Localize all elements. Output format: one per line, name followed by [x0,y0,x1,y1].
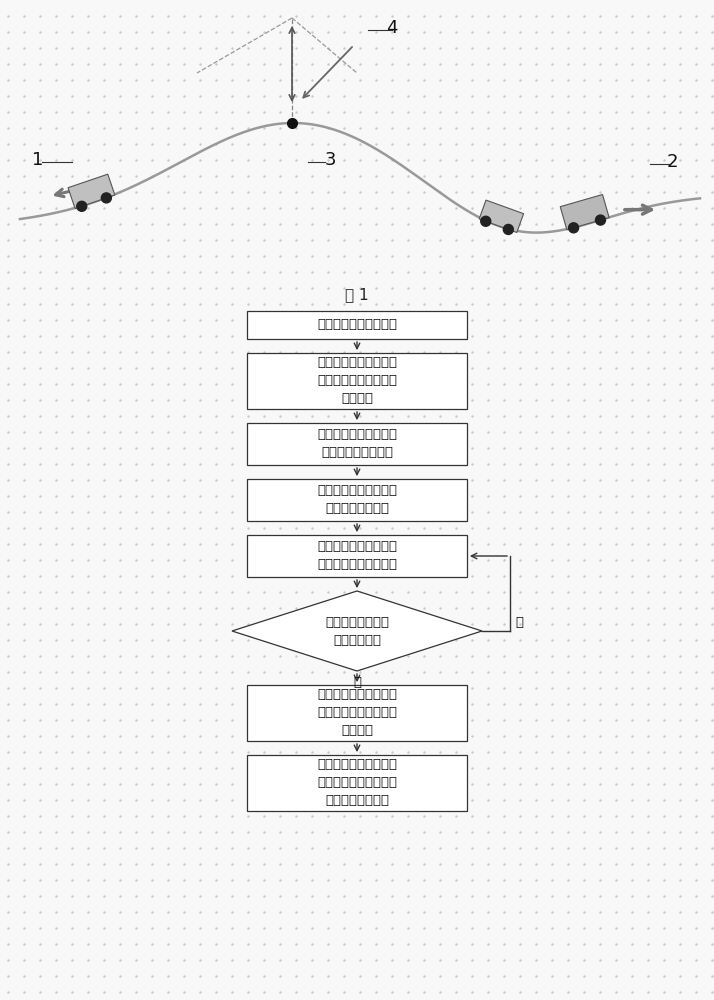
Circle shape [568,223,578,233]
FancyBboxPatch shape [247,479,467,521]
Polygon shape [232,591,482,671]
Text: 是: 是 [353,676,361,689]
Text: 1: 1 [32,151,44,169]
FancyBboxPatch shape [247,423,467,465]
Text: 否: 否 [515,616,523,630]
Text: 交通流参数满足拥
堵判定条件？: 交通流参数满足拥 堵判定条件？ [325,615,389,647]
Text: 3: 3 [325,151,336,169]
Circle shape [76,201,86,211]
Text: 在凸形竖曲线上坡路段
设置可变信息提示板: 在凸形竖曲线上坡路段 设置可变信息提示板 [317,428,397,460]
Circle shape [101,193,111,203]
FancyBboxPatch shape [247,311,467,339]
Polygon shape [68,174,115,209]
Circle shape [481,216,491,226]
Circle shape [595,215,605,225]
Text: 根据最优限速値控制算
法计算当前时刻实时最
优限速値: 根据最优限速値控制算 法计算当前时刻实时最 优限速値 [317,688,397,738]
Text: 交通流检测器实时获取
路段各断面交通流参数: 交通流检测器实时获取 路段各断面交通流参数 [317,540,397,572]
Polygon shape [560,195,609,230]
Circle shape [503,224,513,234]
FancyBboxPatch shape [247,755,467,811]
Polygon shape [479,200,523,232]
FancyBboxPatch shape [247,353,467,409]
Text: 4: 4 [386,19,398,37]
FancyBboxPatch shape [247,535,467,577]
Text: 指挥控制中心通过路侧
可变信息提示板发布当
前时刻路段限速値: 指挥控制中心通过路侧 可变信息提示板发布当 前时刻路段限速値 [317,758,397,808]
Text: 在凸形竖曲线下坡路段
设置交通流检测器: 在凸形竖曲线下坡路段 设置交通流检测器 [317,485,397,516]
FancyBboxPatch shape [247,685,467,741]
Text: 图 1: 图 1 [345,288,369,302]
Text: 2: 2 [666,153,678,171]
Text: 确定拥堵波传播速度値: 确定拥堵波传播速度値 [317,318,397,332]
Text: 分别计算凸形竖曲线上
下坡路段车辆减速时的
加速度値: 分别计算凸形竖曲线上 下坡路段车辆减速时的 加速度値 [317,357,397,406]
